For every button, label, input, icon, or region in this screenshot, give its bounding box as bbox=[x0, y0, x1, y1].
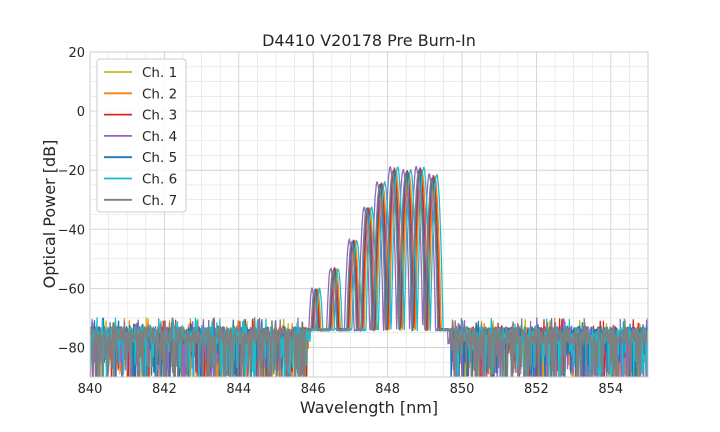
x-tick-label: 854 bbox=[598, 382, 623, 397]
chart-title: D4410 V20178 Pre Burn-In bbox=[262, 31, 476, 50]
y-tick-label: −20 bbox=[58, 164, 85, 179]
y-tick-label: −80 bbox=[58, 341, 85, 356]
legend-label-1: Ch. 1 bbox=[142, 65, 177, 81]
x-axis-label: Wavelength [nm] bbox=[300, 398, 438, 417]
x-tick-label: 848 bbox=[375, 382, 400, 397]
legend-box bbox=[96, 58, 187, 213]
x-tick-label: 844 bbox=[226, 382, 251, 397]
y-axis-label: Optical Power [dB] bbox=[40, 140, 59, 289]
series-line-7 bbox=[90, 171, 648, 377]
x-tick-label: 852 bbox=[524, 382, 549, 397]
x-tick-label: 842 bbox=[152, 382, 177, 397]
legend-label-2: Ch. 2 bbox=[142, 86, 177, 102]
y-tick-label: −40 bbox=[58, 223, 85, 238]
y-tick-label: −60 bbox=[58, 282, 85, 297]
legend: Ch. 1 Ch. 2 Ch. 3 Ch. 4 Ch. 5 Ch. 6 Ch. 7 bbox=[96, 58, 187, 213]
legend-label-6: Ch. 6 bbox=[142, 172, 177, 188]
legend-label-7: Ch. 7 bbox=[142, 193, 177, 209]
plot-frame bbox=[89, 51, 649, 378]
y-tick-label: 20 bbox=[68, 46, 85, 61]
legend-label-5: Ch. 5 bbox=[142, 150, 177, 166]
series-layer bbox=[90, 165, 648, 377]
x-tick-label: 840 bbox=[78, 382, 103, 397]
y-tick-label: 0 bbox=[77, 105, 85, 120]
x-tick-label: 846 bbox=[301, 382, 326, 397]
x-tick-label: 850 bbox=[450, 382, 475, 397]
legend-label-3: Ch. 3 bbox=[142, 108, 177, 124]
legend-label-4: Ch. 4 bbox=[142, 129, 177, 145]
x-tick-labels: 840 842 844 846 848 850 852 854 bbox=[78, 382, 624, 397]
y-tick-labels: 20 0 −20 −40 −60 −80 bbox=[58, 46, 85, 356]
